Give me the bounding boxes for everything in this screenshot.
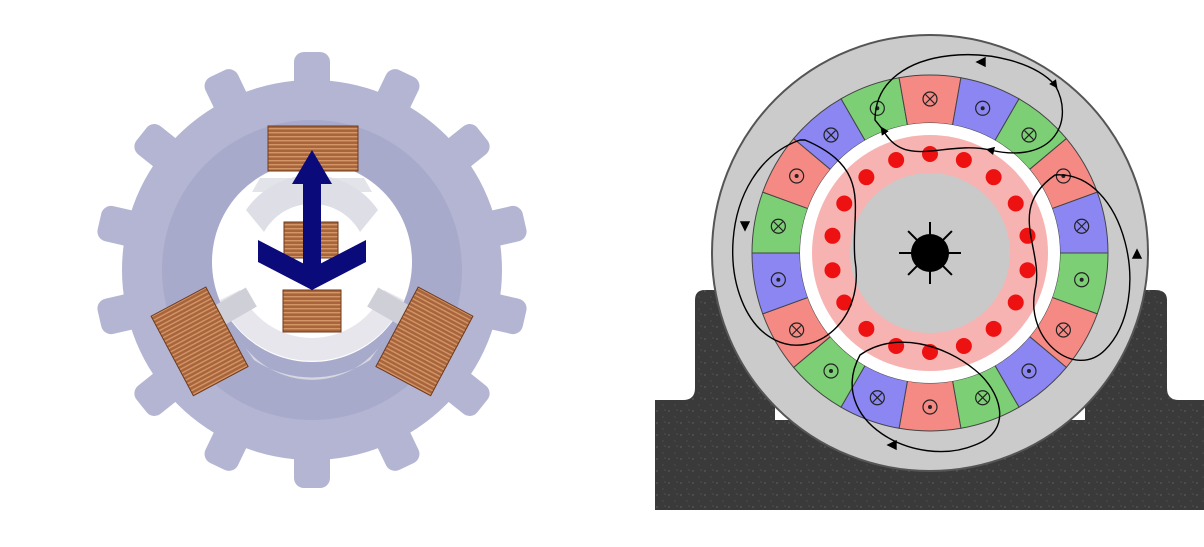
- cross-in-icon: [975, 390, 991, 406]
- dot-out-icon: [823, 363, 839, 379]
- magnet-dot: [955, 338, 972, 355]
- dot-out-icon: [1021, 363, 1037, 379]
- magnet-dot: [836, 195, 853, 212]
- stator-segment: [898, 74, 962, 126]
- magnet-dot: [858, 320, 875, 337]
- flux-line-arrow-icon: [732, 54, 1143, 453]
- motor-base: [655, 290, 1204, 510]
- rotor-magnet-dots: [824, 146, 1036, 360]
- magnet-dot: [824, 262, 841, 279]
- magnet-dot: [824, 227, 841, 244]
- shaft-icon: [899, 222, 961, 284]
- magnet-dot: [1019, 262, 1036, 279]
- magnet-dot: [1007, 195, 1024, 212]
- magnet-dot: [922, 146, 938, 162]
- cross-in-icon: [770, 218, 786, 234]
- cross-in-icon: [789, 322, 805, 338]
- rotation-arrow-icon: [258, 150, 366, 290]
- magnet-dot: [985, 320, 1002, 337]
- magnet-dot: [985, 169, 1002, 186]
- motor-cross-section-svg: [655, 34, 1204, 510]
- magnet-dot: [836, 294, 853, 311]
- magnet-dot: [955, 151, 972, 168]
- dot-out-icon: [789, 168, 805, 184]
- cross-in-icon: [823, 127, 839, 143]
- cross-in-icon: [1055, 322, 1071, 338]
- magnet-dot: [1019, 227, 1036, 244]
- cross-in-icon: [869, 390, 885, 406]
- stator-coil-diagram: [97, 52, 527, 488]
- dot-out-icon: [770, 272, 786, 288]
- magnet-dot: [888, 151, 905, 168]
- dot-out-icon: [1074, 272, 1090, 288]
- magnet-dot: [858, 169, 875, 186]
- stator-coil-svg: [97, 52, 527, 488]
- cross-in-icon: [1074, 218, 1090, 234]
- dot-out-icon: [922, 399, 938, 415]
- magnet-dot: [1007, 294, 1024, 311]
- magnet-dot: [888, 338, 905, 355]
- motor-cross-section-diagram: [655, 0, 1204, 547]
